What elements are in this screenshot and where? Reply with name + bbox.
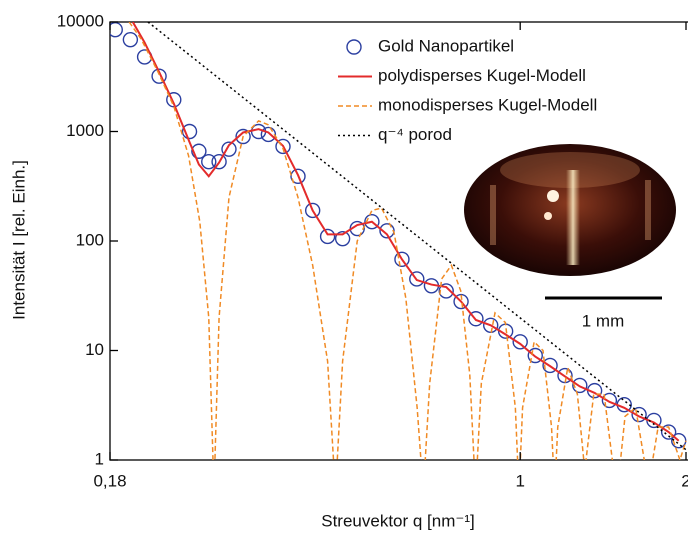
data-point [601,392,618,409]
data-point [527,347,543,364]
data-point [110,22,123,38]
y-tick-label: 100 [76,230,104,249]
scale-label: 1 mm [582,311,625,330]
y-tick-label: 1000 [66,121,104,140]
inset-photo [464,144,676,276]
data-point [572,377,588,394]
data-point [542,357,558,374]
data-point [334,230,351,247]
data-point [290,168,306,184]
legend-label: Gold Nanopartikel [378,36,514,55]
y-axis-title: Intensität I [rel. Einh.] [9,160,28,320]
data-point [211,153,227,170]
data-point [122,31,139,48]
data-point [438,283,454,299]
x-tick-label: 2 [681,471,688,490]
data-point [453,293,469,310]
y-tick-label: 10 [85,340,104,359]
data-point [512,334,528,350]
legend-label: q⁻⁴ porod [378,125,452,144]
data-point [394,251,410,268]
data-point [221,141,237,157]
series-line [131,22,680,442]
y-tick-label: 10000 [57,11,104,30]
data-point [191,143,207,159]
x-tick-label: 0,18 [93,471,126,490]
legend-symbol [346,39,362,55]
x-tick-label: 1 [515,471,524,490]
data-point [275,138,291,155]
data-point [201,153,217,170]
data-point [151,68,167,84]
data-point [260,126,277,143]
data-point [319,228,336,245]
data-point [364,214,380,230]
data-point [660,424,677,440]
data-point [557,367,573,384]
data-point [468,311,484,327]
data-point [409,271,425,287]
data-point [631,406,647,423]
legend-label: monodisperses Kugel-Modell [378,95,597,114]
legend-label: polydisperses Kugel-Modell [378,66,586,85]
plot-area [110,22,687,460]
data-point [304,202,321,219]
y-tick-label: 1 [95,449,104,468]
x-axis-title: Streuvektor q [nm⁻¹] [321,511,475,530]
data-point [235,128,251,145]
series-line [128,22,687,460]
data-point [181,123,198,140]
